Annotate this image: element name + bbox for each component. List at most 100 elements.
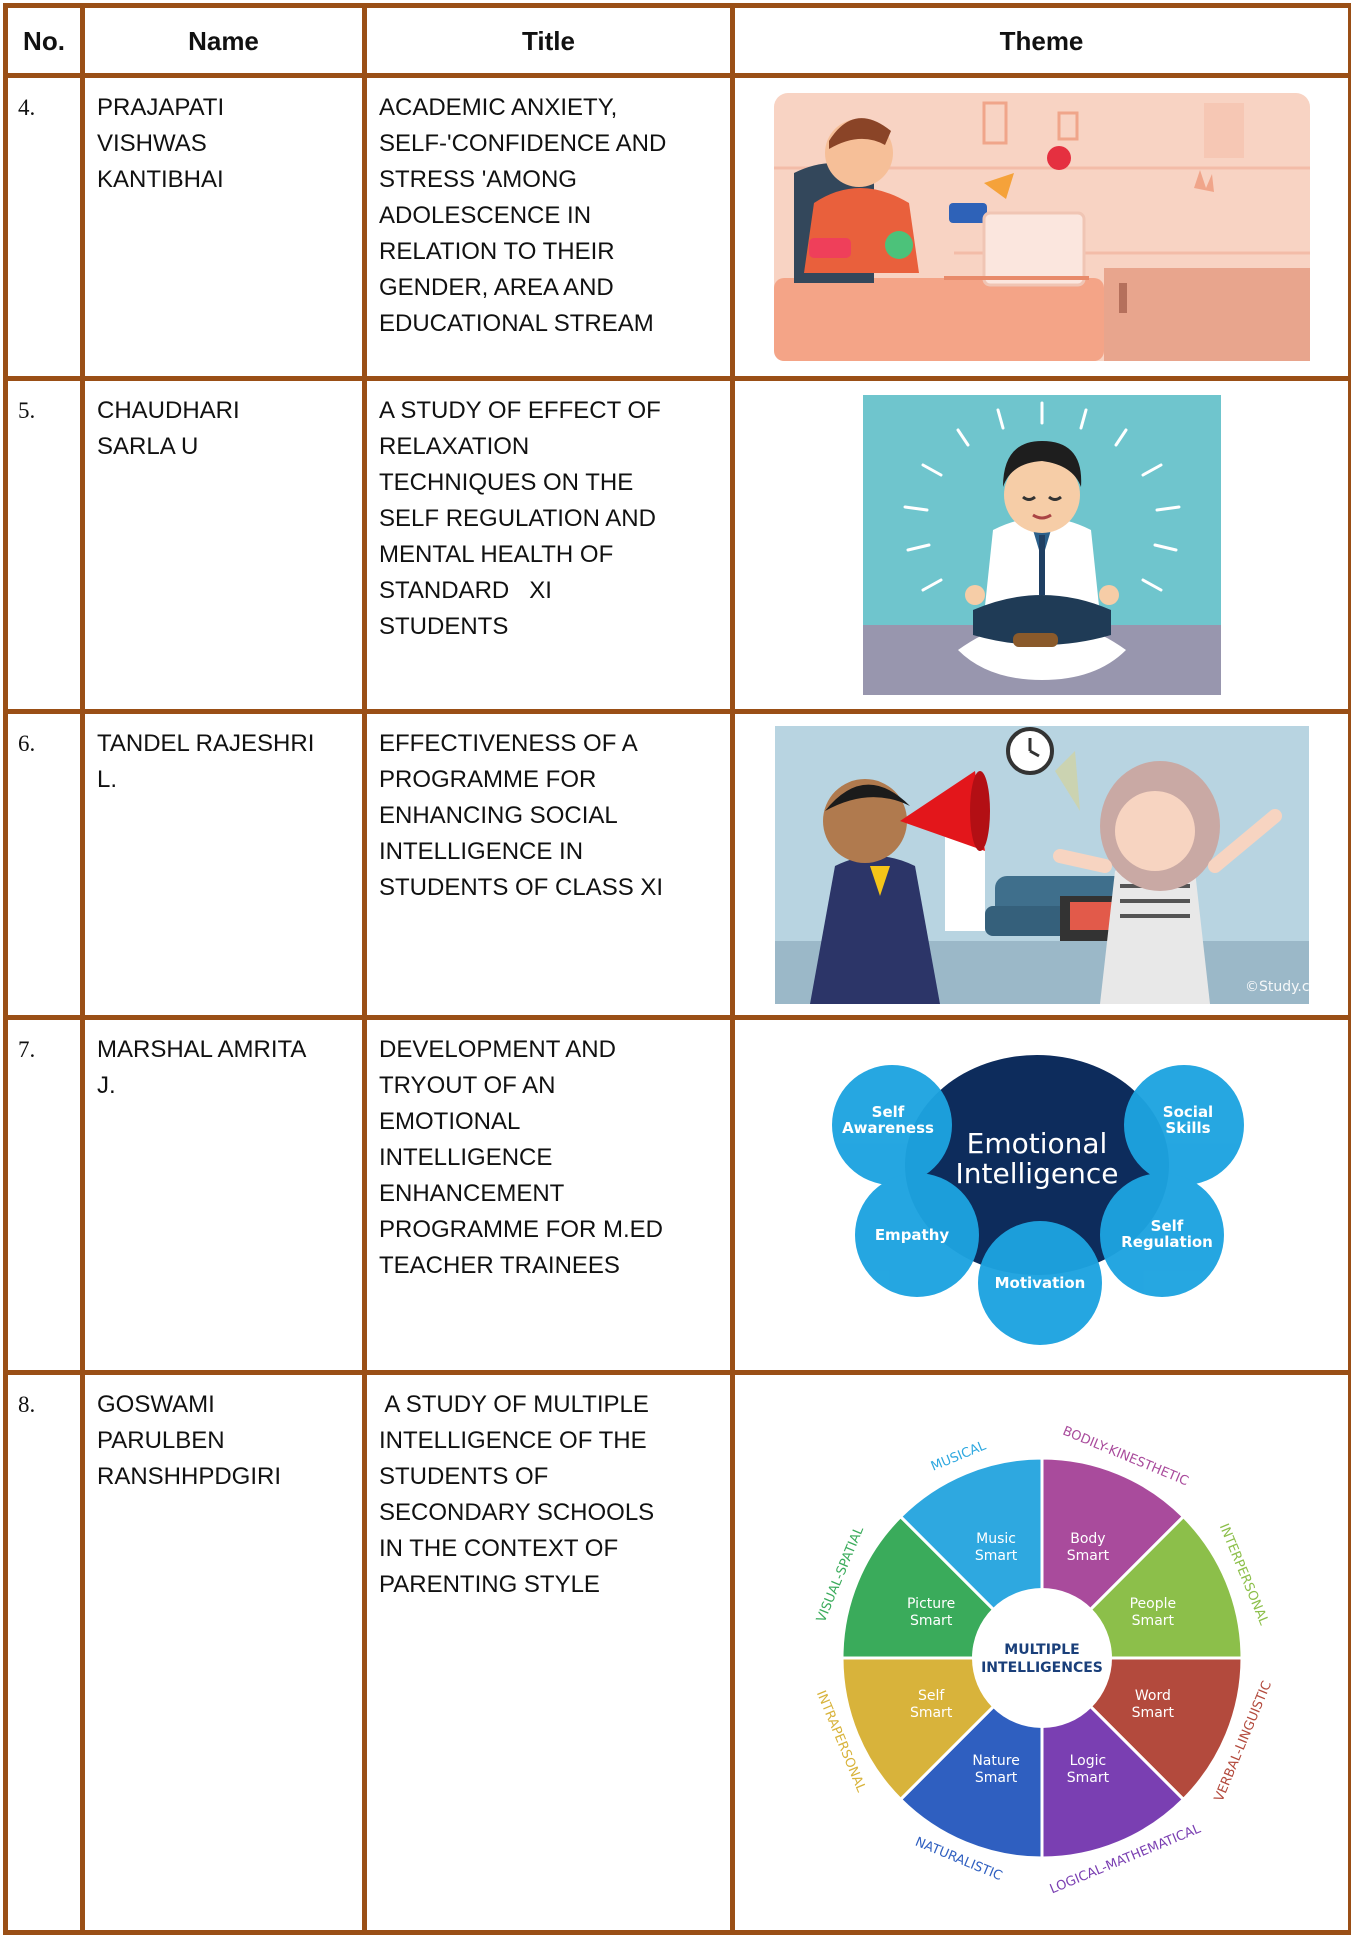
circle-label: Empathy [874,1226,949,1244]
watermark: ©Study.com [1245,979,1309,995]
title-line: STANDARD XI [379,577,552,604]
title-line: GENDER, AREA AND [379,274,614,301]
title-line: IN THE CONTEXT OF [379,1535,619,1562]
title-line: ENHANCING SOCIAL [379,802,618,829]
title-line: INTELLIGENCE IN [379,838,584,865]
title-line: SELF REGULATION AND [379,505,656,532]
title-cell: A STUDY OF EFFECT OF RELAXATION TECHNIQUES… [362,376,735,714]
name-line: VISHWAS [97,130,207,157]
name-line: GOSWAMI [97,1391,215,1418]
title-line: A STUDY OF MULTIPLE [379,1391,649,1418]
title-line: STUDENTS OF CLASS XI [379,874,664,901]
theme-cell: Self Awareness Social Skills Empathy Sel… [730,1015,1351,1375]
research-table: No. Name Title Theme 4. PRAJAPATI VISHWAS K… [3,3,1351,1935]
name-cell: TANDEL RAJESHRI L. [80,709,367,1020]
title-line: EMOTIONAL [379,1108,521,1135]
number-cell: 7. [3,1015,85,1375]
header-row: No. Name Title Theme [3,3,1351,78]
sector-label: Word [1134,1687,1170,1703]
sector-label: Smart [1131,1613,1174,1629]
title-line: SECONDARY SCHOOLS [379,1499,655,1526]
name-line: L. [97,766,118,793]
header-cell: Name [80,3,367,78]
circle-label: Self [871,1103,904,1121]
center-label: Intelligence [955,1157,1118,1190]
title-line: A STUDY OF EFFECT OF [379,397,661,424]
center-label: Emotional [966,1127,1107,1160]
center-label: INTELLIGENCES [981,1660,1103,1676]
theme-illustration: ©Study.com [774,725,1309,1004]
theme-illustration [862,395,1221,695]
title-line: PROGRAMME FOR [379,766,597,793]
sector-label: Body [1070,1531,1105,1547]
name-cell: MARSHAL AMRITA J. [80,1015,367,1375]
title-line: DEVELOPMENT AND [379,1036,616,1063]
title-line: TECHNIQUES ON THE [379,469,634,496]
title-line: STRESS 'AMONG [379,166,577,193]
title-line: INTELLIGENCE OF THE [379,1427,647,1454]
theme-cell: ©Study.com [730,709,1351,1020]
title-cell: EFFECTIVENESS OF A PROGRAMME FOR ENHANCING… [362,709,735,1020]
number-cell: 6. [3,709,85,1020]
title-line: INTELLIGENCE [379,1144,553,1171]
name-cell: GOSWAMI PARULBEN RANSHHPDGIRI [80,1370,367,1935]
theme-cell [730,73,1351,381]
title-cell: DEVELOPMENT AND TRYOUT OF AN EMOTIONAL INTE… [362,1015,735,1375]
name-line: PRAJAPATI [97,94,225,121]
table-row: 4. PRAJAPATI VISHWAS KANTIBHAI ACADEMIC ANXI… [3,73,1351,381]
title-line: PARENTING STYLE [379,1571,600,1598]
title-line: TRYOUT OF AN [379,1072,556,1099]
sector-label: Music [976,1531,1016,1547]
title-line: ACADEMIC ANXIETY, [379,94,618,121]
title-line: TEACHER TRAINEES [379,1252,620,1279]
theme-illustration: Self Awareness Social Skills Empathy Sel… [831,1055,1244,1345]
sector-label: Smart [1131,1704,1174,1720]
title-line: RELATION TO THEIR [379,238,615,265]
name-line: TANDEL RAJESHRI [97,730,315,757]
name-line: PARULBEN [97,1427,225,1454]
header-cell: Theme [730,3,1351,78]
sector-label: People [1129,1596,1176,1612]
name-line: J. [97,1072,116,1099]
number-cell: 5. [3,376,85,714]
sector-label: Smart [1066,1769,1109,1785]
title-cell: ACADEMIC ANXIETY, SELF-'CONFIDENCE AND STR… [362,73,735,381]
theme-cell: Body Smart BODILY-KINESTHETIC People Smart IN… [730,1370,1351,1935]
sector-label: Smart [1066,1548,1109,1564]
circle-label: Awareness [842,1119,934,1137]
table-row: 8. GOSWAMI PARULBEN RANSHHPDGIRI A STUDY OF… [3,1370,1351,1935]
sector-label: Logic [1069,1752,1106,1768]
name-line: RANSHHPDGIRI [97,1463,282,1490]
sector-label: Smart [909,1704,952,1720]
title-line: EFFECTIVENESS OF A [379,730,638,757]
table-body: 4. PRAJAPATI VISHWAS KANTIBHAI ACADEMIC ANXI… [3,73,1351,1935]
page: {"table": { "header": ["No.", "Name", "T… [3,3,1351,1935]
title-line: ADOLESCENCE IN [379,202,592,229]
circle-label: Regulation [1121,1233,1213,1251]
sector-label: Smart [974,1769,1017,1785]
title-line: STUDENTS [379,613,509,640]
name-line: SARLA U [97,433,199,460]
name-line: KANTIBHAI [97,166,224,193]
name-line: MARSHAL AMRITA [97,1036,307,1063]
circle-label: Motivation [994,1274,1085,1292]
number-cell: 8. [3,1370,85,1935]
sector-label: Smart [909,1613,952,1629]
header-cell: No. [3,3,85,78]
sector-label: Self [917,1687,944,1703]
sector-label: Picture [907,1596,955,1612]
title-line: PROGRAMME FOR M.ED [379,1216,664,1243]
header-cell: Title [362,3,735,78]
title-line: MENTAL HEALTH OF [379,541,614,568]
title-line: ENHANCEMENT [379,1180,565,1207]
circle-label: Social [1162,1103,1212,1121]
title-line: SELF-'CONFIDENCE AND [379,130,667,157]
name-cell: PRAJAPATI VISHWAS KANTIBHAI [80,73,367,381]
sector-label: Nature [972,1752,1019,1768]
table-row: 5. CHAUDHARI SARLA U A STUDY OF EFFECT OF RE… [3,376,1351,714]
wheel-center [971,1587,1112,1728]
circle-label: Self [1150,1217,1183,1235]
title-line: STUDENTS OF [379,1463,549,1490]
title-line: EDUCATIONAL STREAM [379,310,654,337]
